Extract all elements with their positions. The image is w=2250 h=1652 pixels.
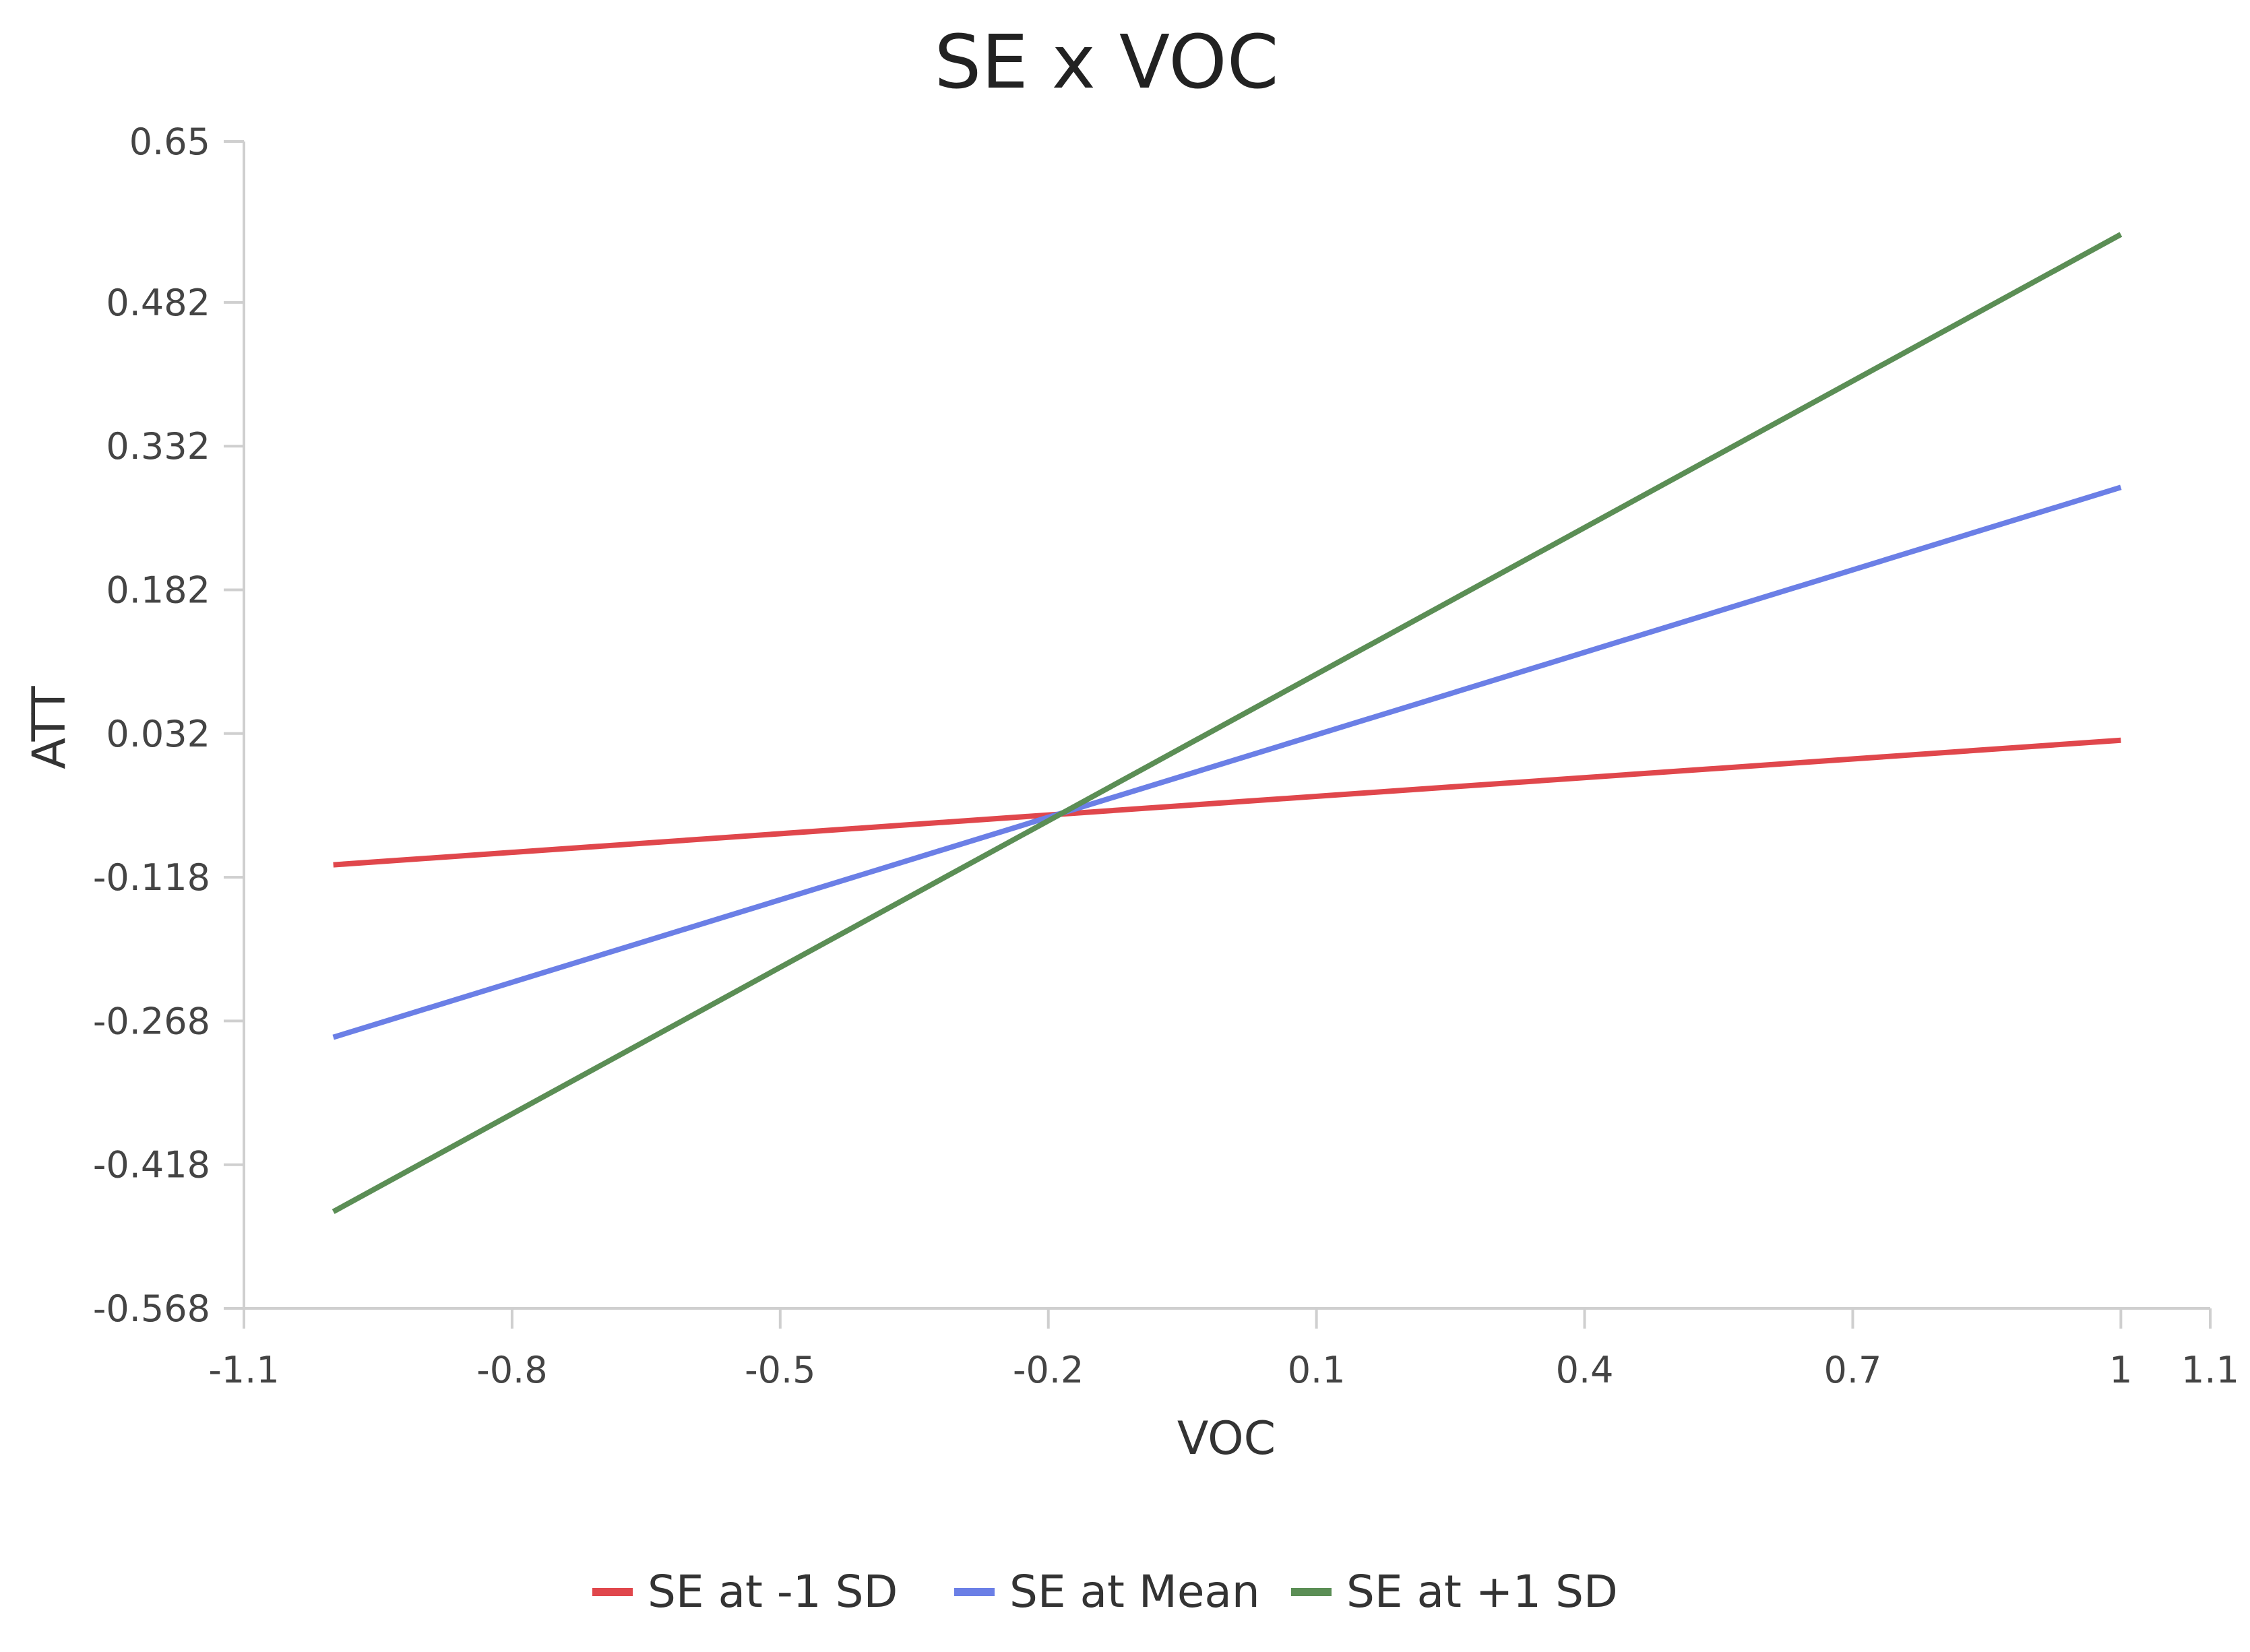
y-tick-label: -0.118 [93, 856, 210, 899]
legend-item: SE at +1 SD [1291, 1566, 1618, 1618]
legend-item: SE at -1 SD [592, 1566, 898, 1618]
x-tick-label: 1.1 [2181, 1349, 2239, 1391]
y-tick-label: -0.268 [93, 1000, 210, 1042]
legend: SE at -1 SD SE at Mean SE at +1 SD [592, 1566, 1618, 1618]
y-tick-label: 0.482 [106, 282, 210, 324]
x-tick-label: -0.2 [1013, 1349, 1084, 1391]
series-lines [332, 232, 2123, 1214]
axes [243, 141, 2210, 1310]
legend-label: SE at -1 SD [648, 1566, 898, 1618]
series-line-3 [332, 232, 2123, 1214]
y-tick-label: 0.332 [106, 425, 210, 468]
series-line-1 [333, 737, 2121, 868]
legend-item: SE at Mean [954, 1566, 1260, 1618]
x-tick-label: -1.1 [208, 1349, 279, 1391]
y-tick-label: -0.418 [93, 1144, 210, 1186]
legend-label: SE at Mean [1009, 1566, 1260, 1618]
chart-title: SE x VOC [934, 19, 1278, 105]
x-tick-label: 1 [2109, 1349, 2132, 1391]
x-tick-label: 0.4 [1556, 1349, 1614, 1391]
x-axis-title: VOC [1177, 1412, 1276, 1465]
x-tick-label: -0.8 [476, 1349, 547, 1391]
y-tick-label: 0.182 [106, 569, 210, 611]
axis-ticks: 0.65 0.482 0.332 0.182 0.032 -0.118 -0.268 -0.4… [93, 121, 2239, 1391]
x-tick-label: 0.1 [1288, 1349, 1346, 1391]
y-tick-label: -0.568 [93, 1288, 210, 1330]
series-line-2 [332, 484, 2122, 1040]
legend-label: SE at +1 SD [1346, 1566, 1618, 1618]
x-tick-label: 0.7 [1824, 1349, 1882, 1391]
y-axis-title: ATT [23, 686, 76, 769]
y-tick-label: 0.65 [129, 121, 210, 163]
x-tick-label: -0.5 [745, 1349, 815, 1391]
y-tick-label: 0.032 [106, 713, 210, 755]
